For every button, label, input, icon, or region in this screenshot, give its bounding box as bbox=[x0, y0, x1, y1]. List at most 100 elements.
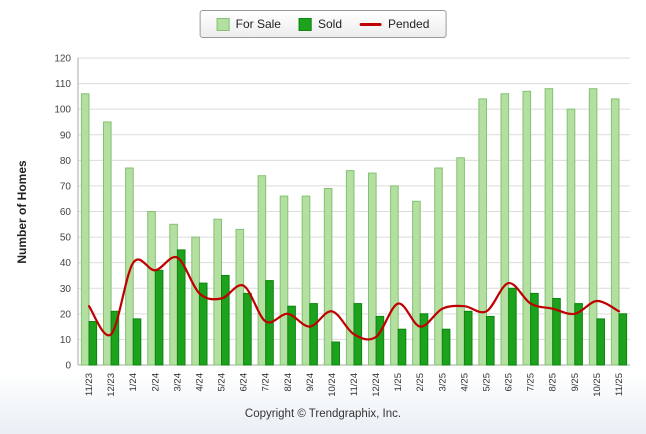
sold-bar bbox=[552, 298, 561, 366]
copyright-text: Copyright © Trendgraphix, Inc. bbox=[244, 408, 402, 420]
x-axis-label: 6/25 bbox=[504, 373, 515, 392]
y-tick-label: 0 bbox=[65, 361, 71, 372]
legend-item-for-sale: For Sale bbox=[216, 17, 281, 31]
for-sale-bar bbox=[169, 223, 178, 366]
for-sale-bar bbox=[522, 90, 532, 366]
x-axis-label: 12/24 bbox=[371, 373, 382, 397]
y-tick-label: 110 bbox=[55, 79, 71, 90]
x-axis-label: 12/23 bbox=[106, 373, 117, 397]
for-sale-bar bbox=[235, 228, 245, 366]
for-sale-bar bbox=[191, 236, 200, 366]
sold-bar bbox=[574, 303, 583, 366]
legend-item-pended: Pended bbox=[360, 17, 429, 31]
sold-bar bbox=[486, 315, 495, 366]
legend-sold-label: Sold bbox=[317, 17, 343, 31]
sold-bar bbox=[198, 282, 208, 366]
sold-bar bbox=[132, 318, 142, 366]
for-sale-bar bbox=[368, 172, 377, 366]
legend-for-sale-label: For Sale bbox=[235, 17, 281, 31]
for-sale-bar bbox=[345, 170, 355, 366]
y-tick-label: 40 bbox=[60, 258, 72, 269]
sold-bar bbox=[154, 269, 164, 366]
y-tick-label: 90 bbox=[60, 130, 72, 141]
for-sale-bar bbox=[323, 188, 333, 366]
x-axis-label: 6/24 bbox=[239, 373, 250, 392]
x-axis-label: 11/23 bbox=[84, 373, 95, 396]
x-axis-label: 7/24 bbox=[261, 373, 272, 392]
sold-bar bbox=[110, 310, 120, 366]
x-axis-label: 5/24 bbox=[217, 373, 228, 392]
for-sale-bar bbox=[434, 167, 443, 366]
sold-bar bbox=[331, 341, 340, 366]
x-axis-label: 1/24 bbox=[128, 373, 139, 392]
for-sale-bar bbox=[103, 121, 112, 366]
for-sale-swatch-icon bbox=[216, 17, 230, 31]
x-axis-label: 2/24 bbox=[150, 373, 161, 392]
for-sale-bar bbox=[80, 93, 90, 366]
for-sale-bar bbox=[213, 218, 222, 366]
for-sale-bar bbox=[456, 157, 465, 366]
x-axis-label: 4/24 bbox=[194, 373, 205, 392]
sold-bar bbox=[618, 313, 628, 366]
sold-bar bbox=[530, 292, 539, 366]
sold-bar bbox=[176, 249, 186, 366]
y-tick-label: 20 bbox=[60, 309, 72, 320]
y-tick-label: 60 bbox=[60, 207, 72, 218]
x-axis-label: 8/25 bbox=[548, 373, 559, 392]
for-sale-bar bbox=[279, 195, 289, 366]
x-axis-label: 7/25 bbox=[526, 373, 537, 392]
x-axis-label: 9/24 bbox=[305, 373, 316, 392]
sold-bar bbox=[508, 287, 517, 366]
x-axis-label: 5/25 bbox=[481, 373, 492, 392]
chart-legend: For Sale Sold Pended bbox=[199, 10, 447, 38]
x-axis-label: 4/25 bbox=[459, 373, 470, 392]
for-sale-bar bbox=[257, 175, 267, 366]
x-axis-label: 11/24 bbox=[349, 373, 360, 396]
for-sale-bar bbox=[478, 98, 487, 366]
for-sale-bar bbox=[301, 195, 311, 366]
y-tick-label: 80 bbox=[60, 156, 72, 167]
sold-bar bbox=[596, 318, 606, 366]
y-tick-label: 120 bbox=[54, 54, 71, 65]
for-sale-bar bbox=[412, 200, 421, 366]
x-axis-label: 3/25 bbox=[437, 373, 448, 392]
sold-bar bbox=[419, 313, 429, 366]
sold-bar bbox=[463, 310, 473, 366]
sold-bar bbox=[441, 328, 451, 366]
sold-bar bbox=[221, 275, 230, 366]
legend-item-sold: Sold bbox=[298, 17, 343, 31]
sold-swatch-icon bbox=[298, 17, 312, 31]
y-tick-label: 10 bbox=[60, 335, 72, 346]
for-sale-bar bbox=[125, 167, 134, 366]
x-axis-label: 9/25 bbox=[570, 373, 581, 392]
x-axis-label: 10/25 bbox=[592, 373, 603, 397]
sold-bar bbox=[88, 321, 98, 366]
sold-bar bbox=[287, 305, 296, 366]
y-tick-label: 100 bbox=[54, 105, 71, 116]
sold-bar bbox=[243, 292, 252, 366]
for-sale-bar bbox=[500, 93, 510, 366]
for-sale-bar bbox=[610, 98, 620, 366]
pended-line-swatch-icon bbox=[360, 22, 383, 26]
for-sale-bar bbox=[390, 185, 399, 366]
y-tick-label: 70 bbox=[60, 181, 72, 192]
x-axis-label: 1/25 bbox=[393, 373, 404, 392]
for-sale-bar bbox=[588, 88, 598, 366]
y-tick-label: 50 bbox=[60, 233, 72, 244]
pended-line bbox=[87, 255, 621, 341]
sold-bar bbox=[375, 315, 385, 366]
for-sale-bar bbox=[544, 88, 554, 366]
sold-bar bbox=[309, 303, 318, 366]
y-tick-label: 30 bbox=[60, 284, 72, 295]
x-axis-label: 11/25 bbox=[614, 373, 625, 396]
x-axis-label: 10/24 bbox=[327, 373, 338, 397]
legend-pended-label: Pended bbox=[388, 17, 430, 31]
sold-bar bbox=[397, 328, 407, 366]
for-sale-bar bbox=[566, 108, 576, 366]
x-axis-label: 3/24 bbox=[172, 373, 183, 392]
for-sale-bar bbox=[147, 211, 156, 366]
x-axis-label: 2/25 bbox=[415, 373, 426, 392]
x-axis-label: 8/24 bbox=[283, 373, 294, 392]
